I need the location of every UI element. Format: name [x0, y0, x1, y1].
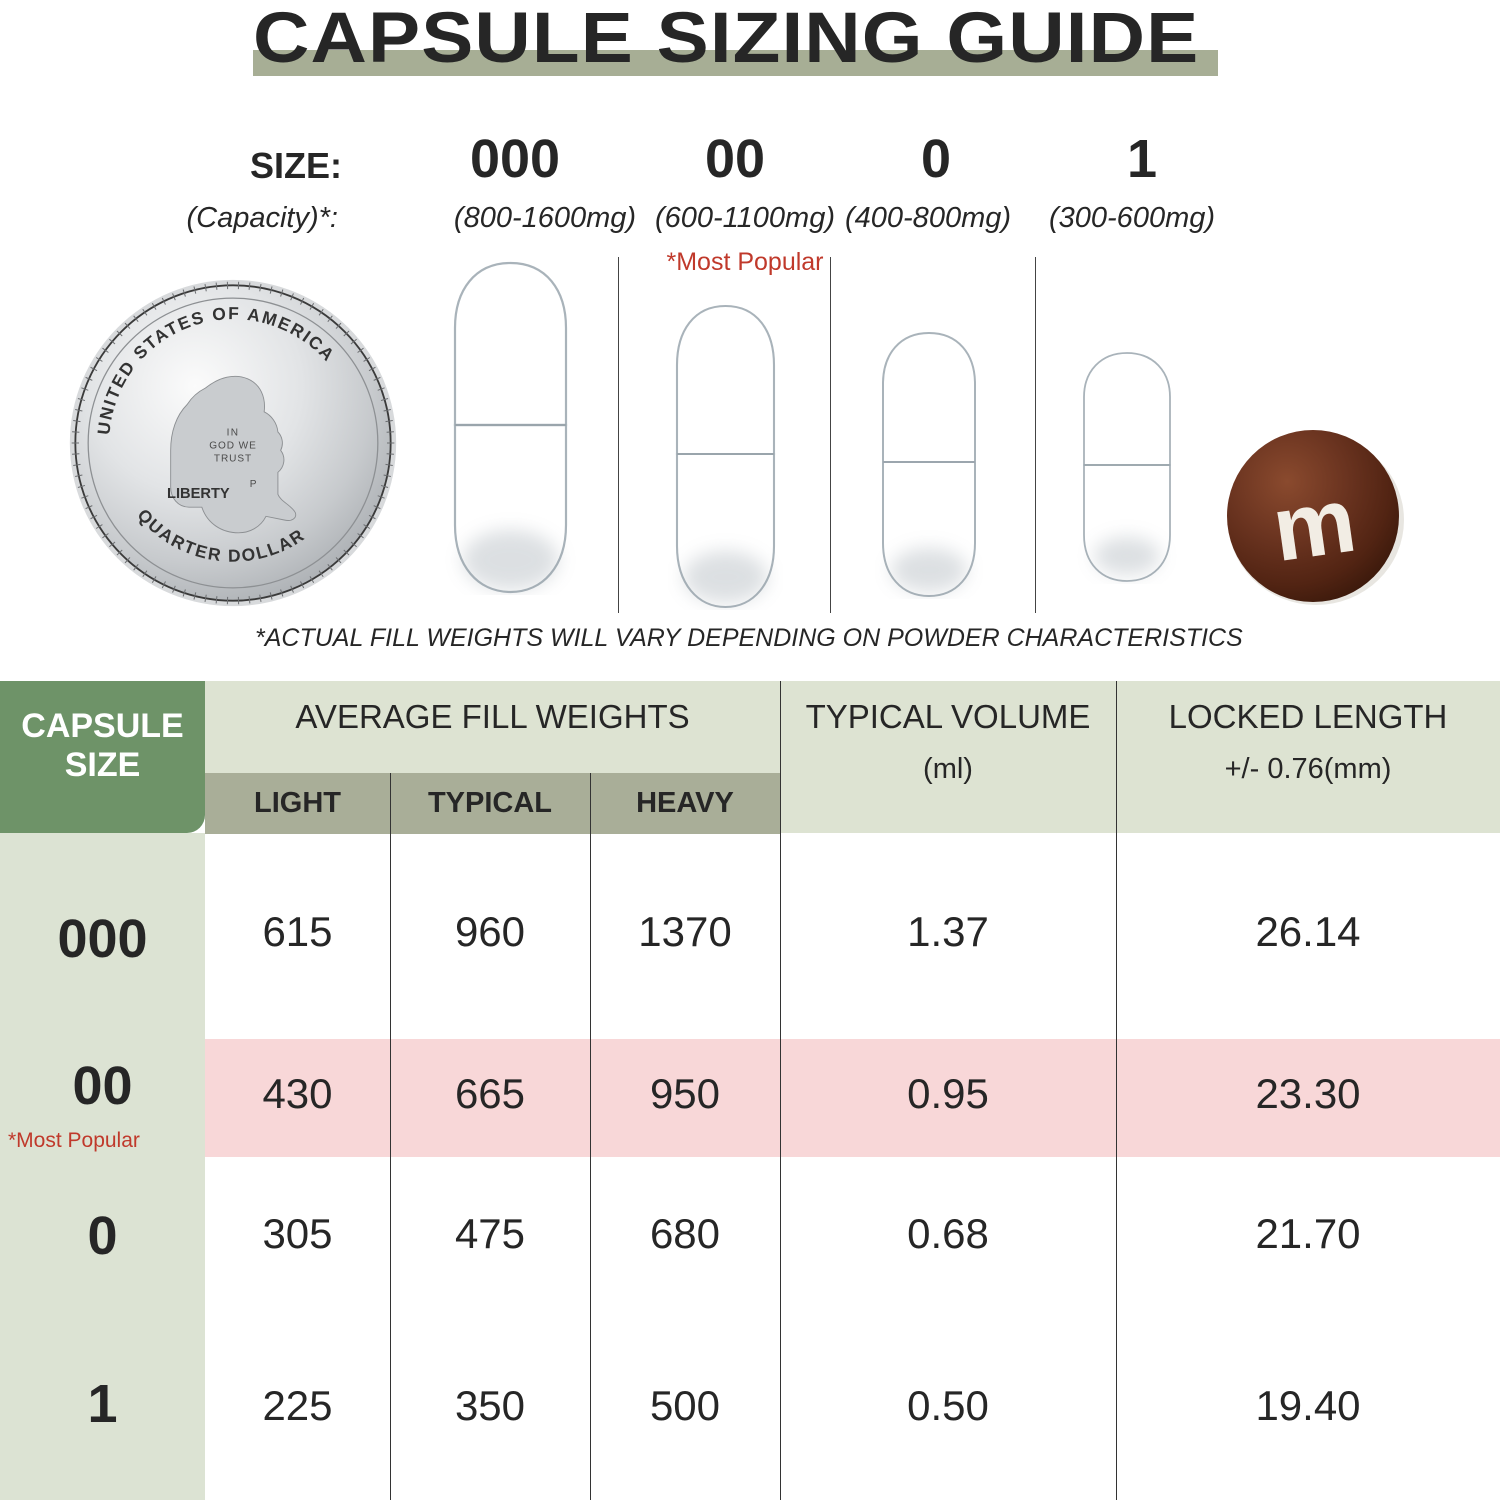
svg-text:LIBERTY: LIBERTY [167, 486, 230, 502]
svg-text:GOD WE: GOD WE [209, 441, 257, 452]
svg-text:P: P [250, 479, 257, 490]
svg-text:TRUST: TRUST [214, 453, 252, 464]
svg-text:m: m [1267, 469, 1362, 581]
svg-text:IN: IN [227, 428, 240, 439]
